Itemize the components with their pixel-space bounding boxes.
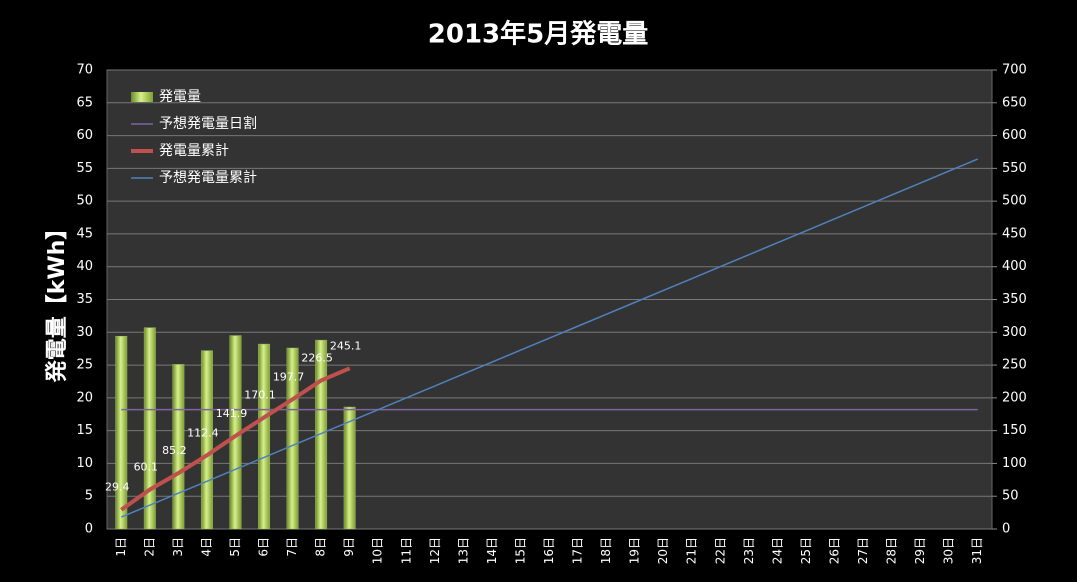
y2-tick-label: 650: [1002, 95, 1027, 110]
x-tick-label: 11日: [399, 537, 413, 564]
data-label: 226.5: [301, 351, 333, 364]
y2-tick-label: 150: [1002, 423, 1027, 438]
legend-label: 予想発電量累計: [159, 170, 257, 186]
y2-tick-label: 200: [1002, 390, 1027, 405]
data-label: 60.1: [134, 461, 159, 474]
y2-tick-label: 350: [1002, 292, 1027, 307]
y-tick-label: 25: [76, 358, 93, 373]
bar: [286, 347, 299, 530]
legend-label: 発電量累計: [159, 143, 229, 159]
data-label: 85.2: [162, 444, 187, 457]
x-tick-label: 23日: [742, 537, 756, 564]
legend-label: 発電量: [159, 89, 201, 105]
x-tick-label: 2日: [142, 537, 156, 557]
y-tick-label: 65: [76, 95, 93, 110]
y-axis-label: 発電量【kWh】: [45, 218, 70, 384]
y-tick-label: 10: [76, 456, 93, 471]
chart-title: 2013年5月発電量: [428, 19, 648, 50]
y2-tick-label: 250: [1002, 358, 1027, 373]
y-tick-label: 60: [76, 128, 93, 143]
x-tick-label: 8日: [314, 537, 328, 557]
x-tick-label: 10日: [371, 537, 385, 564]
x-tick-label: 18日: [599, 537, 613, 564]
y2-tick-label: 0: [1002, 522, 1010, 537]
line: [120, 366, 351, 512]
x-tick-label: 4日: [199, 537, 213, 557]
x-tick-label: 19日: [628, 537, 642, 564]
data-label: 112.4: [187, 426, 219, 439]
data-label: 197.7: [273, 370, 305, 383]
x-tick-label: 1日: [114, 537, 128, 557]
bar: [258, 343, 270, 530]
x-tick-label: 15日: [513, 537, 527, 564]
y-tick-label: 55: [76, 161, 93, 176]
x-tick-label: 21日: [685, 537, 699, 564]
x-tick-label: 9日: [342, 537, 356, 557]
y2-tick-label: 100: [1002, 456, 1027, 471]
y-tick-label: 30: [76, 325, 93, 340]
x-tick-label: 26日: [827, 537, 841, 564]
x-tick-label: 6日: [257, 537, 271, 557]
x-tick-label: 25日: [799, 537, 813, 564]
y2-tick-label: 600: [1002, 128, 1027, 143]
data-label: 29.4: [105, 481, 130, 494]
bar: [343, 406, 356, 530]
legend-swatch: [131, 92, 153, 102]
data-label: 245.1: [330, 339, 362, 352]
x-tick-label: 16日: [542, 537, 556, 564]
x-tick-label: 13日: [456, 537, 470, 564]
y-tick-label: 45: [76, 226, 93, 241]
x-tick-label: 14日: [485, 537, 499, 564]
y-tick-label: 0: [85, 522, 93, 537]
bar: [172, 364, 185, 530]
x-tick-label: 5日: [228, 537, 242, 557]
y2-tick-label: 300: [1002, 325, 1027, 340]
bar: [200, 350, 213, 530]
y2-tick-label: 700: [1002, 63, 1027, 78]
y2-tick-label: 450: [1002, 226, 1027, 241]
x-tick-label: 3日: [171, 537, 185, 557]
x-tick-label: 22日: [713, 537, 727, 564]
y-tick-label: 35: [76, 292, 93, 307]
data-label: 141.9: [216, 407, 248, 420]
legend-label: 予想発電量日割: [159, 115, 257, 132]
y-tick-label: 40: [76, 259, 93, 274]
x-tick-label: 7日: [285, 537, 299, 557]
line: [120, 158, 979, 518]
x-tick-label: 29日: [913, 537, 927, 564]
x-tick-label: 30日: [942, 537, 956, 564]
y2-tick-label: 550: [1002, 161, 1027, 176]
x-tick-label: 24日: [770, 537, 784, 564]
data-label: 170.1: [244, 388, 276, 401]
y-tick-label: 15: [76, 423, 93, 438]
x-tick-label: 17日: [571, 537, 585, 564]
bar: [115, 335, 128, 530]
y-tick-label: 20: [76, 390, 93, 405]
y2-tick-label: 50: [1002, 489, 1019, 504]
x-tick-label: 27日: [856, 537, 870, 564]
y2-tick-label: 400: [1002, 259, 1027, 274]
y-tick-label: 70: [76, 63, 93, 78]
x-tick-label: 20日: [656, 537, 670, 564]
y2-tick-label: 500: [1002, 194, 1027, 209]
bar: [315, 339, 328, 530]
x-tick-label: 31日: [970, 537, 984, 564]
x-tick-label: 28日: [885, 537, 899, 564]
y-tick-label: 5: [85, 489, 93, 504]
y-tick-label: 50: [76, 194, 93, 209]
bar: [143, 327, 156, 530]
x-tick-label: 12日: [428, 537, 442, 564]
